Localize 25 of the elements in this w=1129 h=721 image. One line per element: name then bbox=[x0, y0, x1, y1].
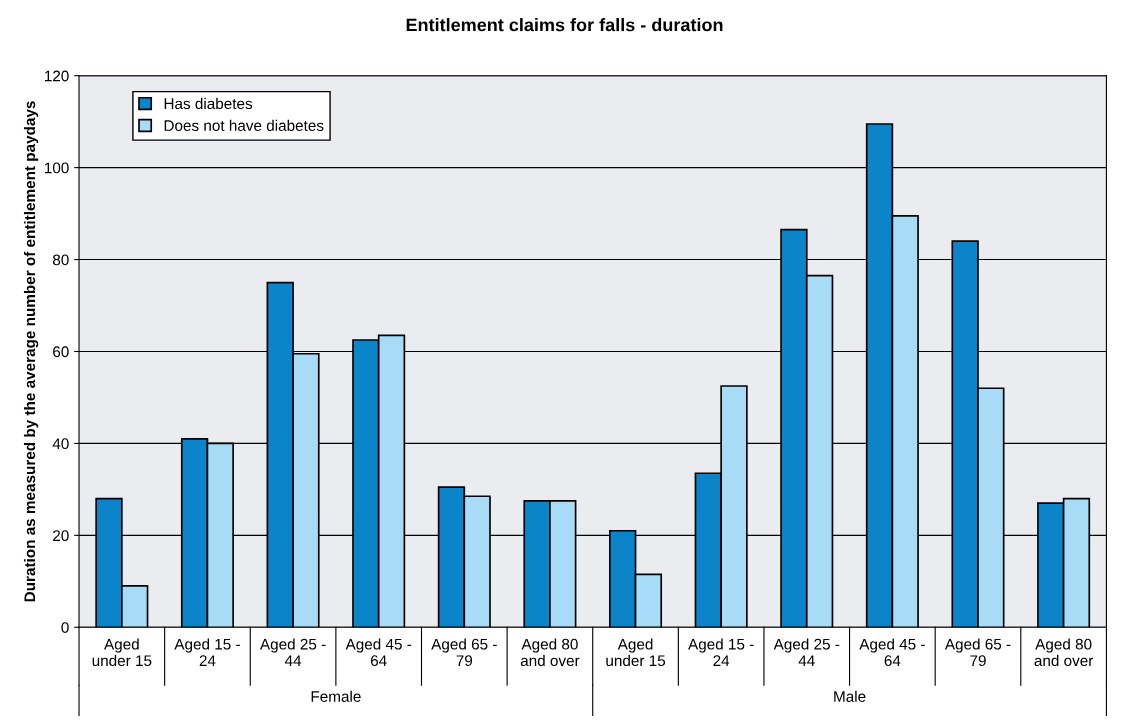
x-tick-label: Aged under 15 bbox=[606, 638, 666, 667]
text: Female bbox=[311, 690, 361, 702]
y-axis-title: Duration as measured by the average number of entitlement paydays bbox=[23, 101, 39, 602]
y-tick-label: 60 bbox=[53, 346, 69, 358]
x-tick-label: Aged 15 - 24 bbox=[688, 638, 754, 666]
x-tick-label: Aged 65 - 79 bbox=[431, 638, 497, 667]
x-tick-label: Aged 45 - 64 bbox=[859, 638, 925, 667]
text: Male bbox=[834, 690, 866, 702]
x-tick-label: Aged under 15 bbox=[92, 638, 152, 667]
x-tick-label: Aged 15 - 24 bbox=[174, 638, 240, 666]
y-tick-label: 100 bbox=[44, 162, 69, 174]
x-tick-label: Aged 65 - 79 bbox=[944, 638, 1011, 667]
legend-label: Has diabetes bbox=[164, 97, 253, 110]
y-tick-label: 40 bbox=[52, 438, 69, 450]
x-tick-label: Aged 25 - 44 bbox=[259, 638, 326, 666]
y-tick-label: 0 bbox=[61, 622, 69, 633]
y-tick-label: 20 bbox=[53, 530, 69, 542]
x-tick-label: Aged 45 - 64 bbox=[345, 638, 412, 667]
chart-title: Entitlement claims for falls - duration bbox=[406, 18, 723, 32]
legend-label: Does not have diabetes bbox=[164, 119, 324, 131]
x-tick-label: Aged 80 and over bbox=[520, 638, 580, 667]
x-tick-label: Aged 80 and over bbox=[1034, 638, 1094, 667]
y-tick-label: 120 bbox=[44, 70, 69, 82]
x-tick-label: Aged 25 - 44 bbox=[773, 638, 840, 666]
y-tick-label: 80 bbox=[52, 254, 69, 266]
